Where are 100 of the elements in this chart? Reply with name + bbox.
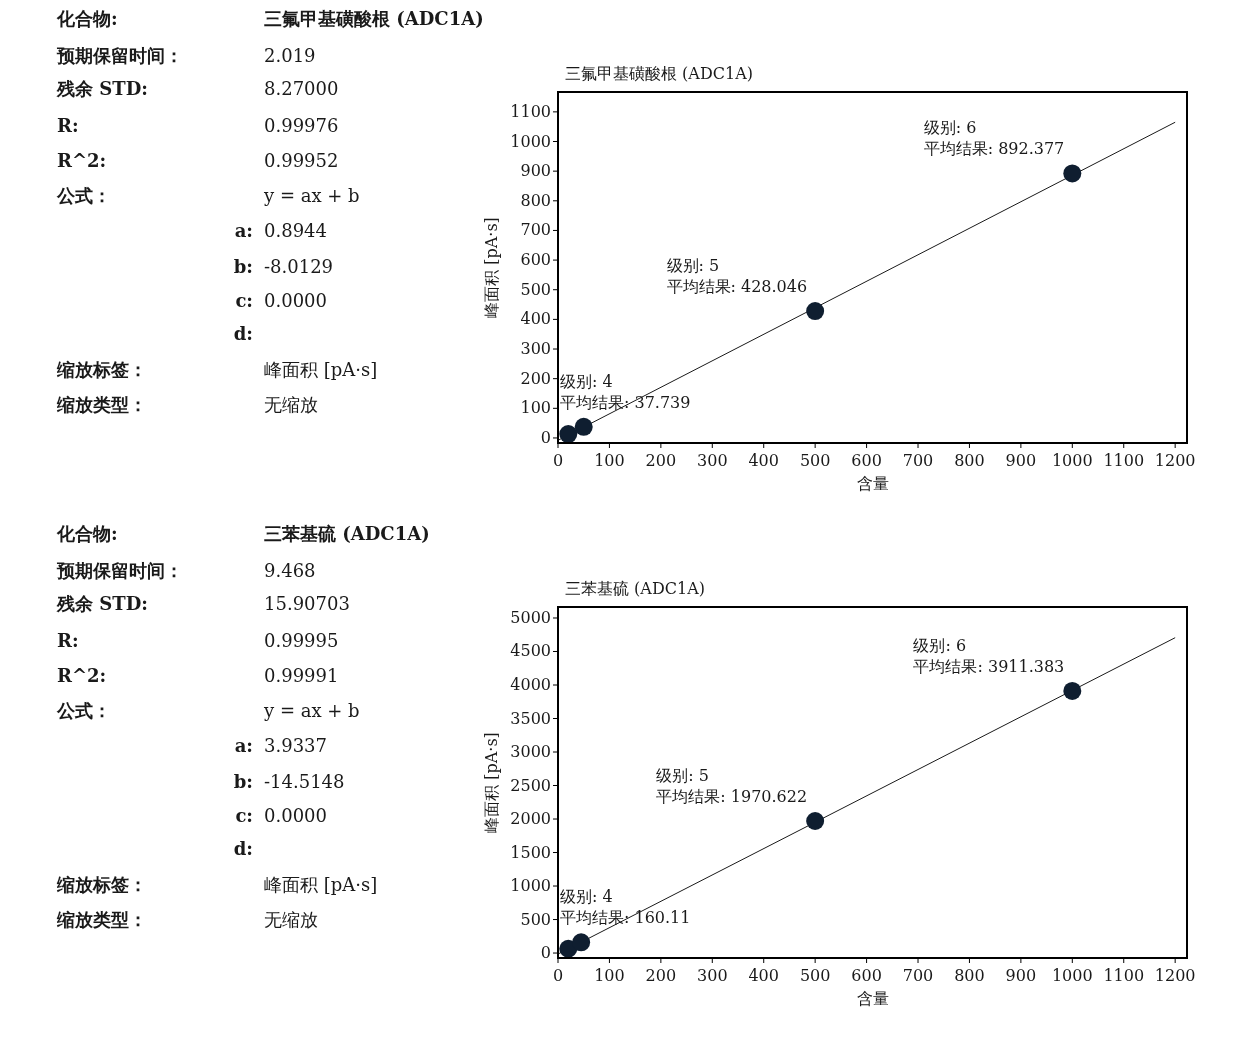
y-tick-label: 1000 xyxy=(510,131,551,151)
y-tick-label: 4500 xyxy=(510,641,551,661)
x-tick-label: 700 xyxy=(902,966,934,985)
annotation: 平均结果: 892.377 xyxy=(923,139,1065,159)
annotation: 平均结果: 3911.383 xyxy=(913,656,1065,676)
text: 峰面积 [pA·s] xyxy=(264,359,378,380)
text: 三苯基硫 (ADC1A) xyxy=(264,523,430,544)
text: -14.5148 xyxy=(264,771,345,792)
chart-title: 三氟甲基磺酸根 (ADC1A) xyxy=(565,64,753,83)
y-tick-label: 700 xyxy=(520,220,551,240)
x-tick-label: 1200 xyxy=(1154,451,1196,470)
text: 缩放类型： xyxy=(56,394,147,415)
text: 缩放标签： xyxy=(56,874,147,895)
x-tick-label: 300 xyxy=(697,451,728,470)
text: R^2: xyxy=(57,150,107,171)
text: 0.8944 xyxy=(264,220,327,241)
point xyxy=(574,417,593,436)
point xyxy=(806,302,825,321)
text: 峰面积 [pA·s] xyxy=(264,874,378,895)
y-axis-title: 峰面积 [pA·s] xyxy=(482,732,501,833)
text: 公式： xyxy=(56,185,111,206)
x-tick-label: 0 xyxy=(552,966,564,985)
x-axis-title: 含量 xyxy=(856,989,889,1008)
x-tick-label: 100 xyxy=(594,966,625,985)
annotation: 级别: 4 xyxy=(560,371,613,391)
x-tick-label: 400 xyxy=(748,451,779,470)
y-tick-label: 100 xyxy=(520,398,551,418)
text: 无缩放 xyxy=(264,394,318,415)
annotation: 级别: 6 xyxy=(913,635,967,655)
annotation: 平均结果: 37.739 xyxy=(560,392,691,412)
y-tick-label: 200 xyxy=(520,368,551,388)
x-tick-label: 100 xyxy=(594,451,625,470)
text: 无缩放 xyxy=(264,909,318,930)
y-tick-label: 3500 xyxy=(510,708,551,728)
x-tick-label: 500 xyxy=(799,966,831,985)
annotation: 平均结果: 1970.622 xyxy=(656,786,808,806)
y-tick-label: 1000 xyxy=(510,876,551,896)
text: 0.99991 xyxy=(264,665,339,686)
x-tick-label: 600 xyxy=(851,451,882,470)
x-tick-label: 1000 xyxy=(1051,966,1093,985)
chart-title: 三苯基硫 (ADC1A) xyxy=(565,579,705,598)
y-tick-label: 2000 xyxy=(510,809,551,829)
text: R: xyxy=(57,115,79,136)
text: 15.90703 xyxy=(264,593,350,614)
y-tick-label: 1100 xyxy=(510,101,551,121)
y-tick-label: 0 xyxy=(540,943,551,963)
text: y = ax + b xyxy=(263,185,360,206)
y-tick-label: 300 xyxy=(520,339,551,359)
point xyxy=(806,811,825,830)
x-tick-label: 1100 xyxy=(1103,451,1145,470)
y-tick-label: 1500 xyxy=(510,842,551,862)
x-tick-label: 1100 xyxy=(1103,966,1145,985)
y-tick-label: 3000 xyxy=(510,742,551,762)
x-tick-label: 1200 xyxy=(1154,966,1196,985)
text: 预期保留时间： xyxy=(56,560,183,581)
x-tick-label: 900 xyxy=(1005,966,1037,985)
text: 8.27000 xyxy=(264,78,339,99)
x-tick-label: 1000 xyxy=(1051,451,1093,470)
point xyxy=(559,425,578,443)
x-tick-label: 900 xyxy=(1005,451,1037,470)
text: c: xyxy=(235,290,253,311)
text: y = ax + b xyxy=(263,700,360,721)
text: 0.0000 xyxy=(264,805,327,826)
text: b: xyxy=(233,771,253,792)
text: -8.0129 xyxy=(264,256,334,277)
point xyxy=(572,933,591,952)
x-tick-label: 600 xyxy=(851,966,882,985)
text: d: xyxy=(233,323,253,344)
annotation: 平均结果: 428.046 xyxy=(666,277,808,297)
text: 0.99976 xyxy=(264,115,339,136)
text: a: xyxy=(234,220,253,241)
y-tick-label: 500 xyxy=(520,909,551,929)
annotation: 级别: 5 xyxy=(666,256,720,276)
x-tick-label: 800 xyxy=(954,966,985,985)
text: 化合物: xyxy=(56,8,118,29)
y-tick-label: 5000 xyxy=(510,607,551,627)
text: 2.019 xyxy=(264,45,316,66)
x-tick-label: 200 xyxy=(645,966,677,985)
annotation: 平均结果: 160.11 xyxy=(560,908,691,928)
y-axis-title: 峰面积 [pA·s] xyxy=(482,217,501,318)
y-tick-label: 800 xyxy=(520,190,551,210)
x-tick-label: 700 xyxy=(902,451,934,470)
text: d: xyxy=(233,838,253,859)
text: 残余 STD: xyxy=(56,78,148,99)
point xyxy=(1063,681,1082,700)
annotation: 级别: 5 xyxy=(656,765,709,785)
y-tick-label: 0 xyxy=(540,427,551,447)
text: 缩放标签： xyxy=(56,359,147,380)
x-tick-label: 200 xyxy=(645,451,677,470)
point xyxy=(1063,164,1082,183)
x-tick-label: 300 xyxy=(697,966,728,985)
annotation: 级别: 4 xyxy=(560,887,613,907)
text: b: xyxy=(233,256,253,277)
text: 0.99952 xyxy=(264,150,339,171)
text: R: xyxy=(57,630,79,651)
text: 三氟甲基磺酸根 (ADC1A) xyxy=(264,8,484,29)
annotation: 级别: 6 xyxy=(923,118,977,138)
x-tick-label: 800 xyxy=(954,451,985,470)
x-tick-label: 500 xyxy=(799,451,831,470)
text: 0.0000 xyxy=(264,290,327,311)
